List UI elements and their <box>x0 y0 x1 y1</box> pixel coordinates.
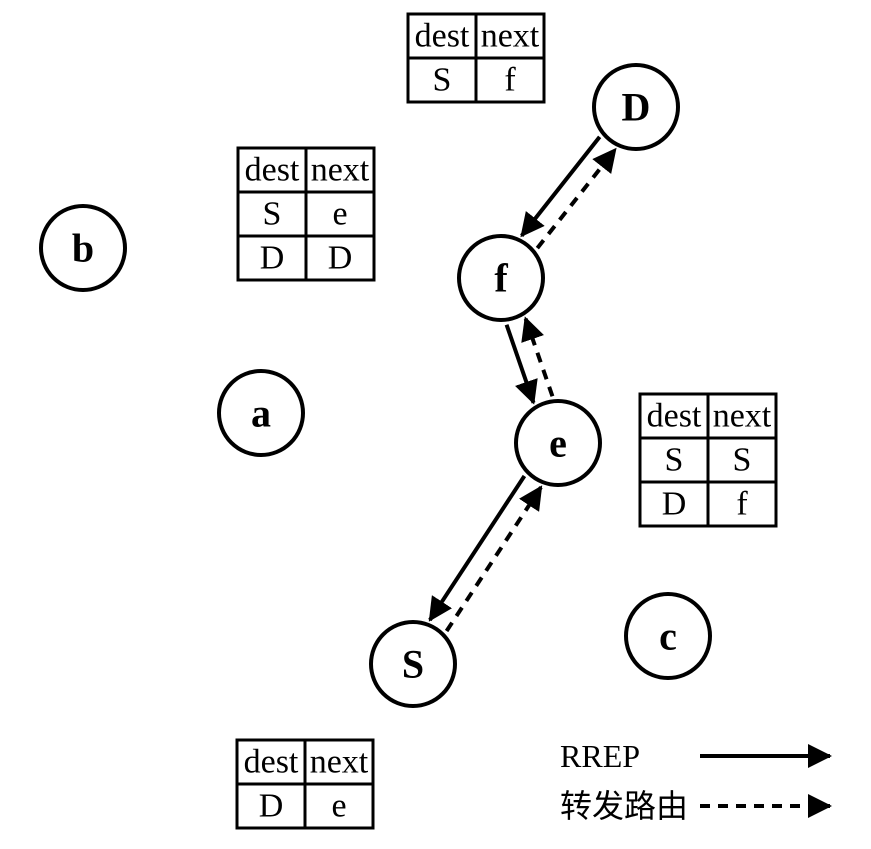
table-cell-label: D <box>328 240 353 277</box>
table-cell-label: D <box>662 486 687 523</box>
table-cell-label: f <box>504 62 516 99</box>
node-f: f <box>459 236 543 320</box>
arrow-dashed-e-f <box>525 318 552 396</box>
node-b: b <box>41 206 125 290</box>
legend-item-1: 转发路由 <box>560 788 830 824</box>
legend-item-0: RREP <box>560 738 830 774</box>
table-cell-label: next <box>713 398 772 435</box>
table-cell-label: S <box>733 442 752 479</box>
node-a: a <box>219 371 303 455</box>
table-cell-label: S <box>433 62 452 99</box>
node-e: e <box>516 401 600 485</box>
arrow-dashed-S-e <box>447 487 542 631</box>
table-cell-label: dest <box>647 398 702 435</box>
table-cell-label: dest <box>415 18 470 55</box>
table-cell-label: e <box>331 788 346 825</box>
node-S: S <box>371 622 455 706</box>
routing-table-S: dest next De <box>237 740 373 828</box>
node-label-c: c <box>659 614 677 659</box>
table-cell-label: D <box>260 240 285 277</box>
table-cell-label: S <box>263 196 282 233</box>
routing-table-f: destnextSeDD <box>238 148 374 280</box>
table-cell-label: next <box>481 18 540 55</box>
table-cell-label: dest <box>244 744 299 781</box>
table-cell-label: next <box>311 152 370 189</box>
table-cell-label: e <box>332 196 347 233</box>
table-cell-label: D <box>259 788 284 825</box>
node-label-f: f <box>494 256 508 301</box>
node-label-S: S <box>402 642 424 687</box>
node-c: c <box>626 594 710 678</box>
node-label-e: e <box>549 421 567 466</box>
legend-label: RREP <box>560 738 640 774</box>
table-cell-label: dest <box>245 152 300 189</box>
routing-table-D: dest next Sf <box>408 14 544 102</box>
node-label-a: a <box>251 391 271 436</box>
table-cell-label: f <box>736 486 748 523</box>
routing-table-e: destnextSSDf <box>640 394 776 526</box>
node-D: D <box>594 65 678 149</box>
node-label-D: D <box>622 85 651 130</box>
table-cell-label: next <box>310 744 369 781</box>
table-cell-label: S <box>665 442 684 479</box>
arrow-solid-e-S <box>430 476 525 620</box>
node-label-b: b <box>72 226 94 271</box>
legend-label: 转发路由 <box>560 788 688 824</box>
arrow-solid-f-e <box>507 325 534 403</box>
